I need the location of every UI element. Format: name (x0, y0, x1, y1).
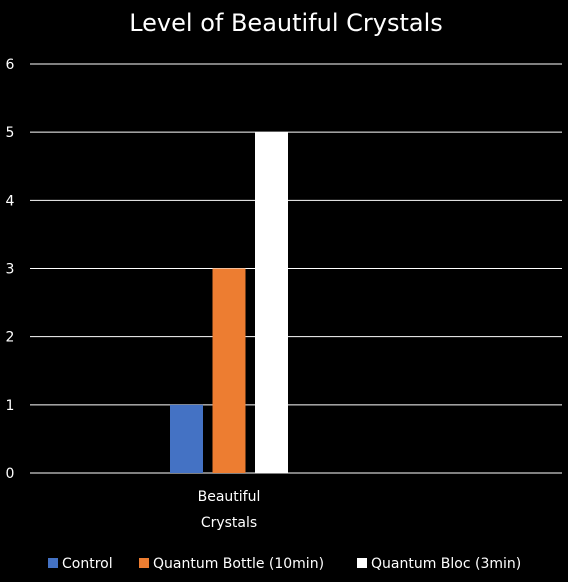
legend-swatch (139, 558, 149, 568)
y-axis-tick-labels: 0 1 2 3 4 5 6 (6, 57, 15, 482)
y-tick-label: 4 (6, 193, 15, 209)
bar-quantum-bottle-10min (212, 268, 246, 473)
y-tick-label: 1 (6, 398, 15, 414)
legend-swatch (357, 558, 367, 568)
legend-label: Quantum Bottle (10min) (153, 556, 324, 572)
chart-title: Level of Beautiful Crystals (129, 9, 443, 37)
bars (170, 132, 288, 473)
legend: Control Quantum Bottle (10min) Quantum Blo… (48, 556, 521, 572)
y-tick-label: 5 (6, 125, 15, 141)
gridlines (30, 63, 562, 474)
bar-quantum-bloc-3min (255, 132, 288, 473)
bar-control (170, 404, 203, 473)
x-category-label: Crystals (201, 515, 257, 531)
y-tick-label: 2 (6, 330, 15, 346)
y-tick-label: 0 (6, 466, 15, 482)
y-tick-label: 3 (6, 262, 15, 278)
y-tick-label: 6 (6, 57, 15, 73)
legend-swatch (48, 558, 58, 568)
legend-label: Quantum Bloc (3min) (371, 556, 521, 572)
x-category-label: Beautiful (198, 489, 261, 505)
legend-label: Control (62, 556, 113, 572)
x-axis-category-labels: Beautiful Crystals (198, 489, 261, 531)
